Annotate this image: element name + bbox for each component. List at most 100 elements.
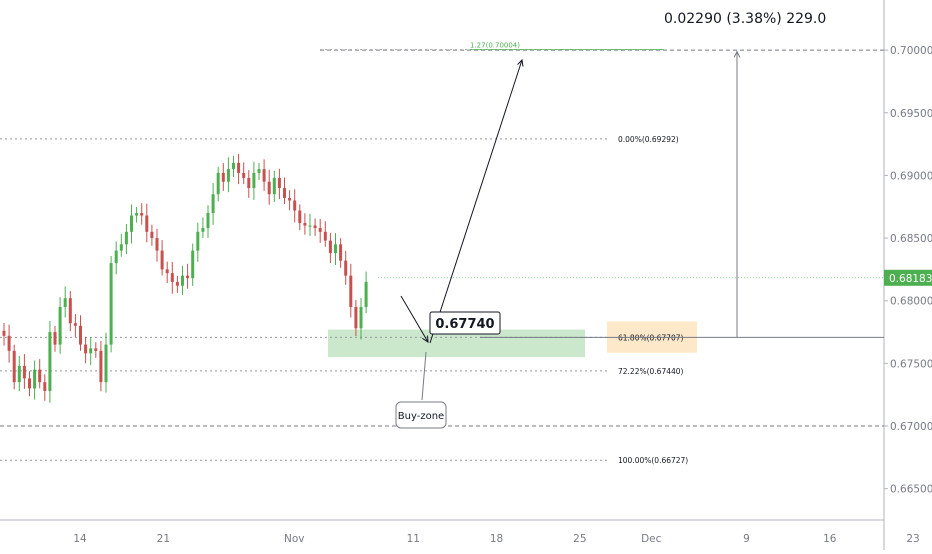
x-tick-label: 11 bbox=[407, 533, 420, 545]
candle-body bbox=[7, 335, 11, 351]
candle-body bbox=[38, 369, 42, 383]
candle-body bbox=[186, 275, 190, 279]
candle-body bbox=[58, 306, 62, 345]
key-price-label: 0.67740 bbox=[435, 317, 494, 332]
candle-body bbox=[221, 172, 225, 182]
candle-body bbox=[181, 275, 184, 286]
candle-body bbox=[277, 177, 281, 188]
target-arrow bbox=[429, 60, 522, 344]
candle-body bbox=[114, 250, 118, 264]
candle-body bbox=[12, 350, 16, 383]
candle-body bbox=[53, 332, 57, 345]
y-tick-label: 0.68000 bbox=[890, 296, 932, 308]
candle-body bbox=[237, 162, 241, 173]
fib-level-label: 1.27(0.70004) bbox=[470, 42, 520, 50]
x-tick-label: Nov bbox=[284, 533, 305, 545]
candle-body bbox=[262, 169, 266, 182]
candle-body bbox=[170, 273, 174, 282]
y-tick-label: 0.67000 bbox=[890, 421, 932, 433]
candle-body bbox=[191, 250, 195, 279]
candle-body bbox=[33, 369, 37, 389]
candle-body bbox=[252, 172, 256, 188]
candle-body bbox=[140, 213, 144, 216]
candle-body bbox=[109, 263, 113, 345]
candle-body bbox=[145, 215, 149, 232]
candle-body bbox=[155, 238, 159, 251]
callout-box bbox=[395, 401, 447, 429]
candle-body bbox=[323, 231, 327, 241]
candle-body bbox=[328, 240, 332, 254]
y-tick-label: 0.69000 bbox=[890, 170, 932, 182]
candle-body bbox=[99, 350, 103, 383]
fib-level-label: 100.00%(0.66727) bbox=[618, 456, 688, 465]
candle-body bbox=[17, 365, 21, 383]
candle-body bbox=[308, 225, 312, 227]
candle-body bbox=[226, 169, 230, 182]
x-tick-label: 21 bbox=[157, 533, 170, 545]
candle-body bbox=[94, 348, 98, 351]
callout-label: Buy-zone bbox=[398, 411, 444, 422]
candle-body bbox=[175, 281, 179, 286]
candle-body bbox=[267, 181, 271, 195]
candle-body bbox=[354, 306, 358, 329]
candle-body bbox=[165, 269, 169, 274]
key-price-box bbox=[429, 311, 501, 335]
candle-body bbox=[2, 330, 6, 336]
candle-body bbox=[89, 348, 93, 354]
candle-body bbox=[196, 231, 200, 251]
fib-level-label: 0.00%(0.69292) bbox=[618, 135, 679, 144]
candle-body bbox=[242, 172, 246, 178]
candle-body bbox=[303, 223, 307, 226]
x-tick-label: 25 bbox=[573, 533, 586, 545]
candle-body bbox=[84, 344, 88, 354]
candle-body bbox=[68, 298, 72, 324]
measure-label: 0.02290 (3.38%) 229.0 bbox=[664, 11, 827, 27]
candle-body bbox=[211, 194, 215, 214]
x-tick-label: 23 bbox=[906, 533, 919, 545]
candle-body bbox=[48, 332, 52, 391]
candle-body bbox=[79, 325, 82, 345]
fib-level-label: 72.22%(0.67440) bbox=[618, 367, 684, 376]
y-tick-label: 0.69500 bbox=[890, 108, 932, 120]
last-price-label: 0.68183 bbox=[889, 273, 932, 285]
candle-body bbox=[247, 177, 251, 188]
candle-body bbox=[293, 200, 297, 211]
last-price-badge bbox=[884, 269, 932, 286]
candle-body bbox=[216, 172, 220, 195]
candle-body bbox=[206, 213, 210, 229]
candle-body bbox=[63, 298, 67, 307]
candle-body bbox=[283, 187, 286, 198]
candle-body bbox=[318, 228, 322, 232]
candle-body bbox=[288, 197, 292, 201]
candle-body bbox=[298, 210, 302, 224]
x-tick-label: 9 bbox=[743, 533, 750, 545]
candle-body bbox=[339, 244, 343, 261]
x-tick-label: Dec bbox=[641, 533, 662, 545]
candle-body bbox=[257, 169, 261, 173]
y-tick-label: 0.70000 bbox=[890, 45, 932, 57]
candle-body bbox=[334, 244, 337, 254]
y-tick-label: 0.67500 bbox=[890, 358, 932, 370]
candle-body bbox=[22, 365, 26, 379]
candle-body bbox=[135, 213, 139, 216]
candle-body bbox=[43, 382, 47, 391]
candle-body bbox=[201, 228, 205, 232]
x-tick-label: 16 bbox=[823, 533, 837, 545]
x-tick-label: 14 bbox=[73, 533, 87, 545]
candle-body bbox=[344, 260, 348, 276]
candle-body bbox=[73, 323, 77, 326]
candle-body bbox=[364, 281, 368, 307]
y-tick-label: 0.68500 bbox=[890, 233, 932, 245]
candle-body bbox=[359, 306, 363, 329]
candle-body bbox=[28, 378, 31, 389]
candle-body bbox=[272, 177, 276, 195]
candle-body bbox=[130, 215, 133, 232]
candle-body bbox=[119, 244, 123, 251]
candle-body bbox=[124, 231, 128, 245]
candle-body bbox=[313, 225, 317, 229]
entry-arrow bbox=[400, 295, 428, 342]
candle-body bbox=[150, 231, 154, 239]
x-tick-label: 18 bbox=[490, 533, 503, 545]
